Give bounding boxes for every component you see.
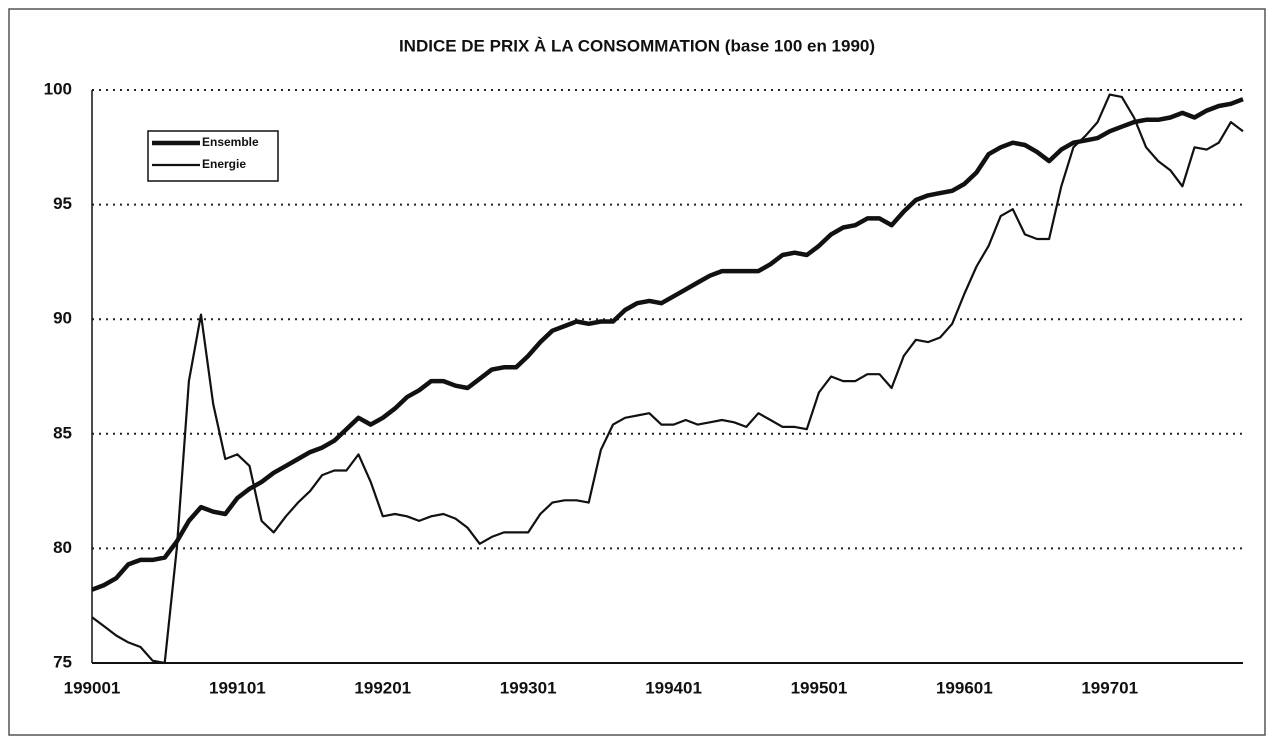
frame (8, 8, 1266, 736)
x-tick-label: 199601 (936, 678, 993, 697)
legend (147, 130, 279, 182)
y-tick-label: 85 (53, 423, 72, 442)
series-line (91, 97, 1244, 592)
legend-label: Energie (202, 157, 246, 171)
legend-label: Ensemble (202, 135, 259, 149)
x-tick-label: 199001 (64, 678, 121, 697)
x-tick-label: 199701 (1081, 678, 1138, 697)
x-tick-label: 199201 (354, 678, 411, 697)
y-tick-label: 100 (44, 79, 72, 98)
x-tick-label: 199501 (791, 678, 848, 697)
y-tick-label: 75 (53, 652, 72, 671)
y-tick-label: 90 (53, 309, 72, 328)
y-tick-label: 80 (53, 538, 72, 557)
x-tick-label: 199301 (500, 678, 557, 697)
chart-title: INDICE DE PRIX À LA CONSOMMATION (base 1… (399, 36, 875, 55)
x-tick-label: 199401 (645, 678, 702, 697)
series-line (91, 93, 1244, 665)
x-tick-label: 199101 (209, 678, 266, 697)
y-tick-label: 95 (53, 194, 72, 213)
